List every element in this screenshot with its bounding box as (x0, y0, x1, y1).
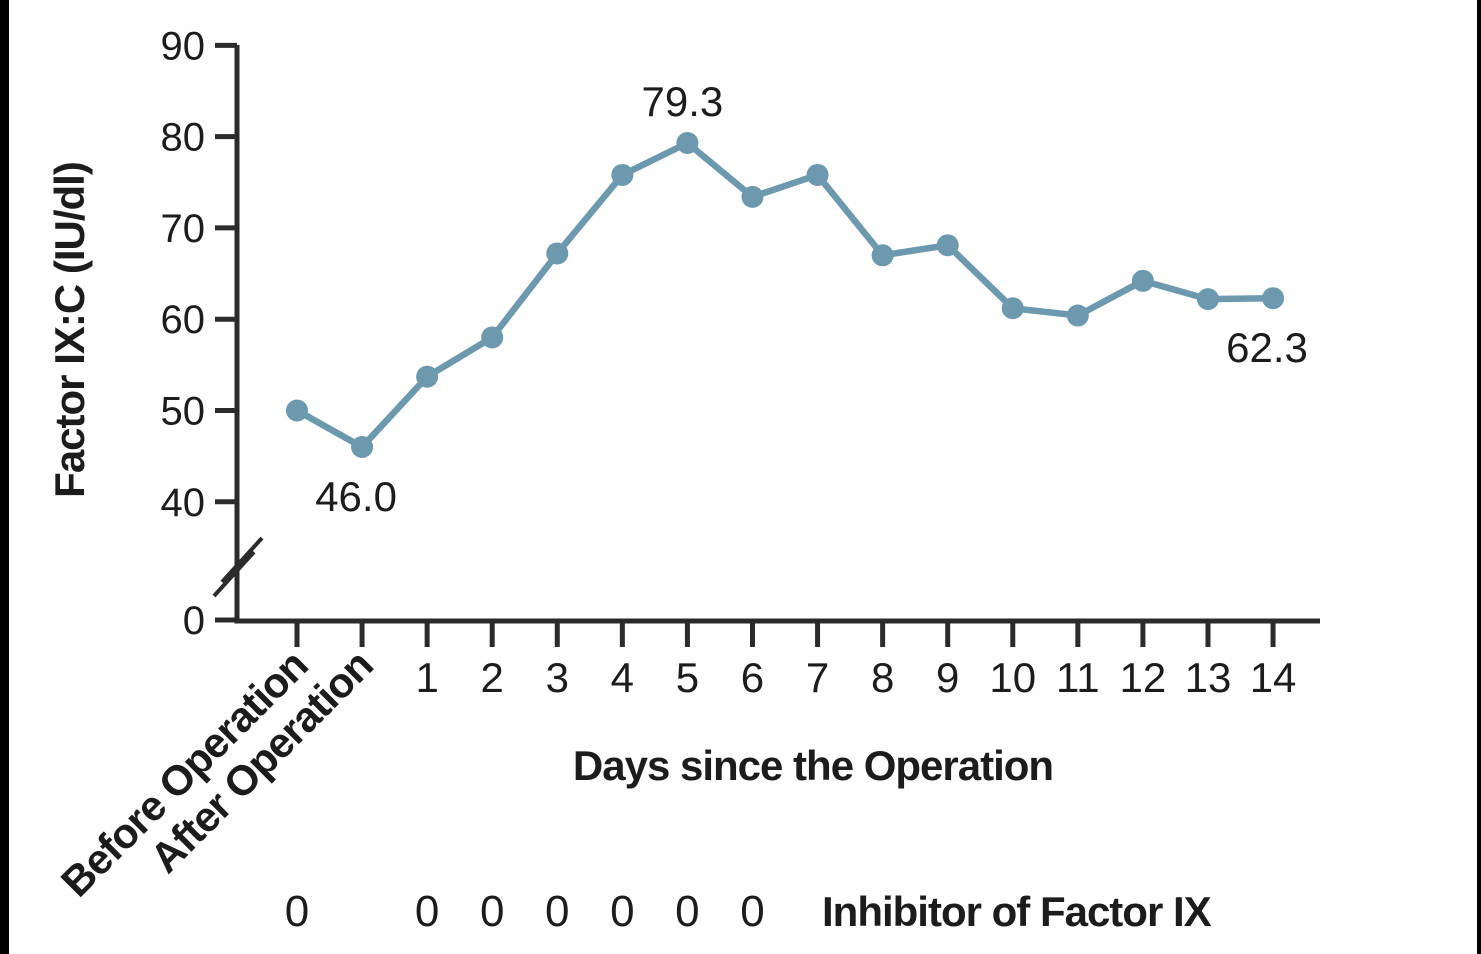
y-tick-label: 50 (161, 389, 206, 433)
data-point (1001, 297, 1024, 320)
y-tick-label: 80 (161, 116, 206, 160)
inhibitor-value: 0 (285, 887, 309, 936)
x-tick-label: 11 (1056, 654, 1100, 701)
point-annotation: 79.3 (642, 78, 724, 125)
y-tick-label: 40 (161, 481, 206, 525)
data-point (611, 163, 634, 186)
left-border-bar (0, 0, 9, 954)
data-point (871, 244, 894, 267)
x-tick-label: 7 (806, 654, 829, 701)
y-axis-title: Factor IX:C (IU/dl) (46, 162, 93, 498)
x-tick-label: 1 (415, 654, 438, 701)
inhibitor-value: 0 (480, 887, 504, 936)
data-point (481, 326, 504, 349)
data-point (416, 365, 439, 388)
y-tick-label: 70 (161, 207, 206, 251)
axis-break-mark (220, 536, 264, 584)
axis-break-mark (212, 550, 256, 598)
x-tick-label: 4 (611, 654, 634, 701)
x-tick-label: 13 (1185, 654, 1232, 701)
inhibitor-value: 0 (740, 887, 764, 936)
data-point (1196, 288, 1219, 311)
data-point (936, 234, 959, 257)
inhibitor-value: 0 (415, 887, 439, 936)
x-tick-label: 8 (871, 654, 894, 701)
x-tick-label: 12 (1120, 654, 1167, 701)
x-tick-label: 5 (676, 654, 699, 701)
y-tick-label: 90 (161, 24, 206, 68)
x-axis-title: Days since the Operation (573, 742, 1053, 789)
data-point (546, 242, 569, 265)
data-point (286, 399, 308, 422)
right-border-bar (1477, 0, 1481, 954)
data-point (1262, 287, 1285, 310)
data-point (1066, 304, 1089, 327)
inhibitor-value: 0 (610, 887, 634, 936)
x-tick-label: 6 (741, 654, 764, 701)
data-point (1131, 269, 1154, 292)
inhibitor-value: 0 (675, 887, 699, 936)
data-point (351, 435, 374, 458)
series-line (293, 139, 1277, 451)
x-tick-label: 3 (546, 654, 569, 701)
x-tick-label: 9 (936, 654, 959, 701)
y-tick-label: 0 (183, 599, 205, 643)
y-tick-label: 60 (161, 298, 206, 342)
x-tick-label: 2 (481, 654, 504, 701)
x-tick-label: 14 (1250, 654, 1297, 701)
data-point (806, 163, 829, 186)
x-tick-label: 10 (989, 654, 1036, 701)
point-annotation: 46.0 (315, 473, 397, 520)
data-point (741, 185, 764, 208)
point-annotation: 62.3 (1226, 324, 1308, 371)
inhibitor-row-label: Inhibitor of Factor IX (822, 888, 1212, 935)
data-point (676, 132, 699, 154)
inhibitor-value: 0 (545, 887, 569, 936)
